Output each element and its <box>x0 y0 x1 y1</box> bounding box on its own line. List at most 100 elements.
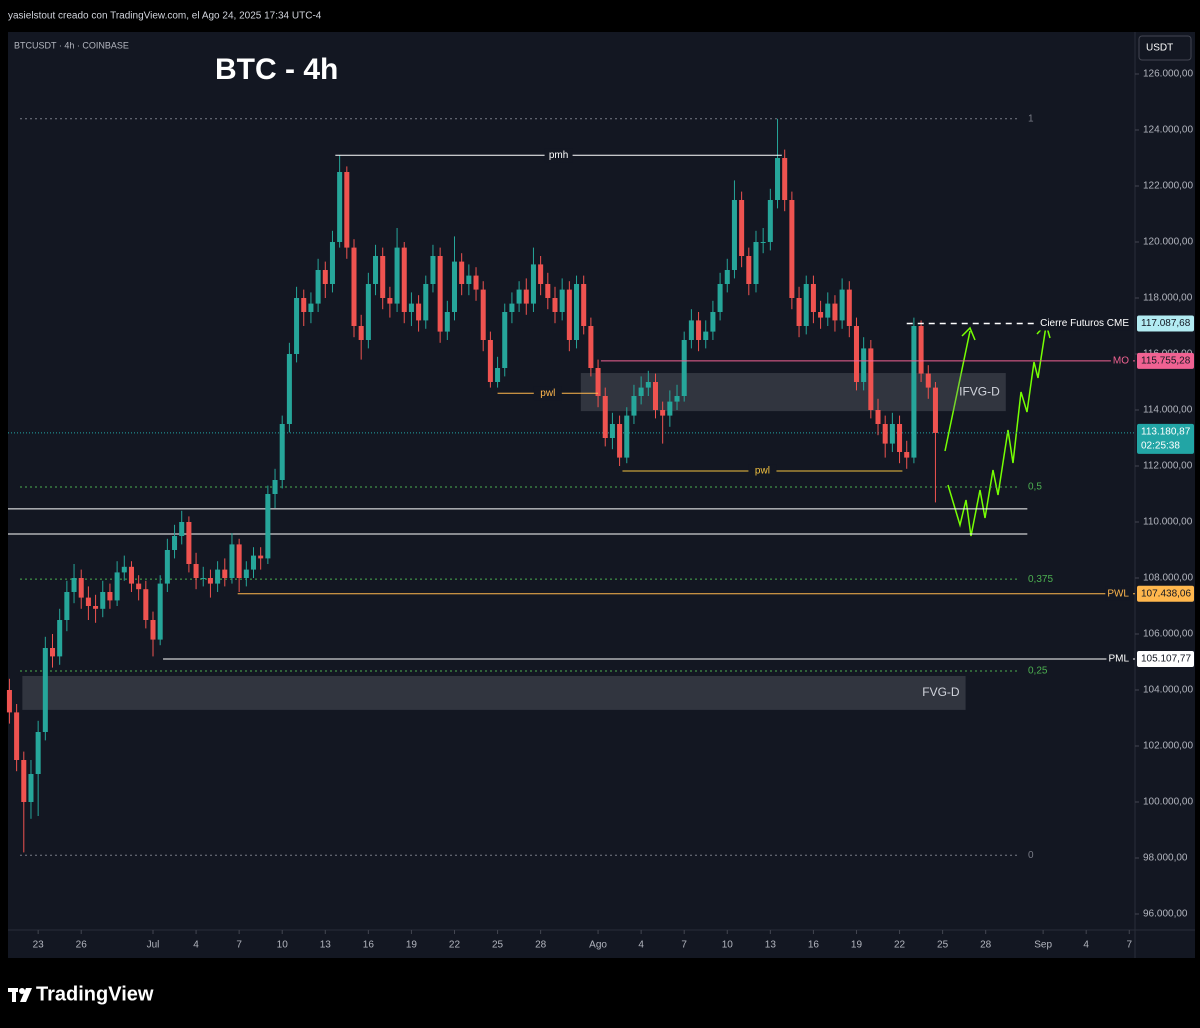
arrow-head <box>961 326 976 341</box>
candle-body <box>157 583 163 640</box>
x-tick-label: 28 <box>535 940 547 951</box>
y-tick-label: 110.000,00 <box>1143 517 1193 528</box>
symbol: BTCUSDT · 4h · COINBASE <box>14 40 129 50</box>
x-tick-label: 23 <box>33 940 45 951</box>
y-tick-label: 120.000,00 <box>1143 237 1193 248</box>
price-box <box>1137 352 1194 369</box>
y-tick-label: 122.000,00 <box>1143 181 1193 192</box>
price-box <box>1137 585 1194 602</box>
candle-body <box>186 522 192 564</box>
candle-body <box>696 320 702 340</box>
candle-body <box>207 578 213 584</box>
candle-body <box>717 284 723 312</box>
candle-body <box>128 566 134 584</box>
candle-body <box>918 326 924 374</box>
candle-body <box>897 424 903 452</box>
candle-body <box>358 326 364 340</box>
y-tick-label: 124.000,00 <box>1143 125 1193 136</box>
candle-body <box>57 620 63 657</box>
candle-body <box>688 320 694 340</box>
x-tick-label: 25 <box>937 940 949 951</box>
y-tick-label: 102.000,00 <box>1143 741 1193 752</box>
candle-body <box>638 387 644 396</box>
candle-body <box>782 158 788 200</box>
candle-body <box>286 354 292 424</box>
candle-body <box>523 289 529 304</box>
price-box <box>1137 650 1194 667</box>
price-box-label: 117.087,68 <box>1141 318 1191 329</box>
candle-body <box>459 261 465 284</box>
candle-body <box>365 284 371 340</box>
candle-body <box>674 396 680 402</box>
candle-body <box>911 326 917 458</box>
x-tick-label: 4 <box>1083 940 1089 951</box>
price-line-name: PML <box>1108 654 1129 665</box>
zone-label: FVG-D <box>922 685 960 699</box>
candle-body <box>868 348 874 410</box>
candle-body <box>21 760 27 802</box>
candle-body <box>660 410 666 416</box>
price-line-name-bg <box>1105 586 1133 601</box>
x-tick-label: 13 <box>765 940 777 951</box>
y-tick-label: 96.000,00 <box>1143 909 1188 920</box>
candle-body <box>724 270 730 284</box>
price-box-label: 115.755,28 <box>1141 355 1191 366</box>
candle-body <box>746 256 752 284</box>
candle-body <box>322 270 328 284</box>
candle-body <box>394 247 400 304</box>
candle-body <box>14 712 20 760</box>
candle-body <box>760 242 766 243</box>
candle-body <box>401 247 407 312</box>
candle-body <box>107 592 113 601</box>
x-tick-label: 7 <box>236 940 242 951</box>
candle-body <box>767 200 773 242</box>
x-tick-label: 25 <box>492 940 504 951</box>
price-box-label: 107.438,06 <box>1141 588 1191 599</box>
last-price-label: 113.180,87 <box>1141 427 1191 438</box>
x-tick-label: 19 <box>406 940 418 951</box>
price-line-name: PWL <box>1107 588 1129 599</box>
x-tick-label: 26 <box>76 940 88 951</box>
y-tick-label: 112.000,00 <box>1143 461 1193 472</box>
x-tick-label: 7 <box>1126 940 1132 951</box>
candle-body <box>35 732 41 774</box>
candle-body <box>351 247 357 326</box>
y-tick-label: 126.000,00 <box>1143 69 1193 80</box>
candle-body <box>581 284 587 326</box>
candle-body <box>430 256 436 284</box>
candle-body <box>631 396 637 416</box>
chart-bg <box>8 32 1195 958</box>
x-tick-label: 13 <box>320 940 332 951</box>
fib-label: 0 <box>1028 850 1034 861</box>
chart-title: BTC - 4h <box>215 53 338 86</box>
candle-body <box>93 606 99 609</box>
candle-body <box>495 368 501 382</box>
candle-body <box>875 410 881 424</box>
candle-body <box>387 298 393 304</box>
x-tick-label: Sep <box>1034 940 1052 951</box>
candle-body <box>502 312 508 368</box>
fvg-zone <box>580 373 1006 412</box>
segment-label-bg <box>748 464 777 479</box>
x-tick-label: 22 <box>449 940 461 951</box>
candle-body <box>652 382 658 410</box>
logo <box>8 988 32 1002</box>
candle-body <box>861 348 867 382</box>
candle-body <box>904 452 910 458</box>
candle-body <box>538 264 544 284</box>
candle-body <box>810 284 816 312</box>
candle-body <box>42 648 48 732</box>
candle-body <box>753 242 759 284</box>
candle-body <box>193 564 199 578</box>
x-tick-label: 28 <box>980 940 992 951</box>
candle-body <box>136 583 142 590</box>
candle-body <box>437 256 443 332</box>
candle-body <box>64 592 70 620</box>
segment-label-bg <box>533 386 562 401</box>
candle-body <box>624 415 630 458</box>
x-tick-label: 10 <box>277 940 289 951</box>
price-box <box>1137 315 1194 332</box>
candle-body <box>121 566 127 573</box>
y-tick-label: 104.000,00 <box>1143 685 1193 696</box>
candle-body <box>444 312 450 332</box>
